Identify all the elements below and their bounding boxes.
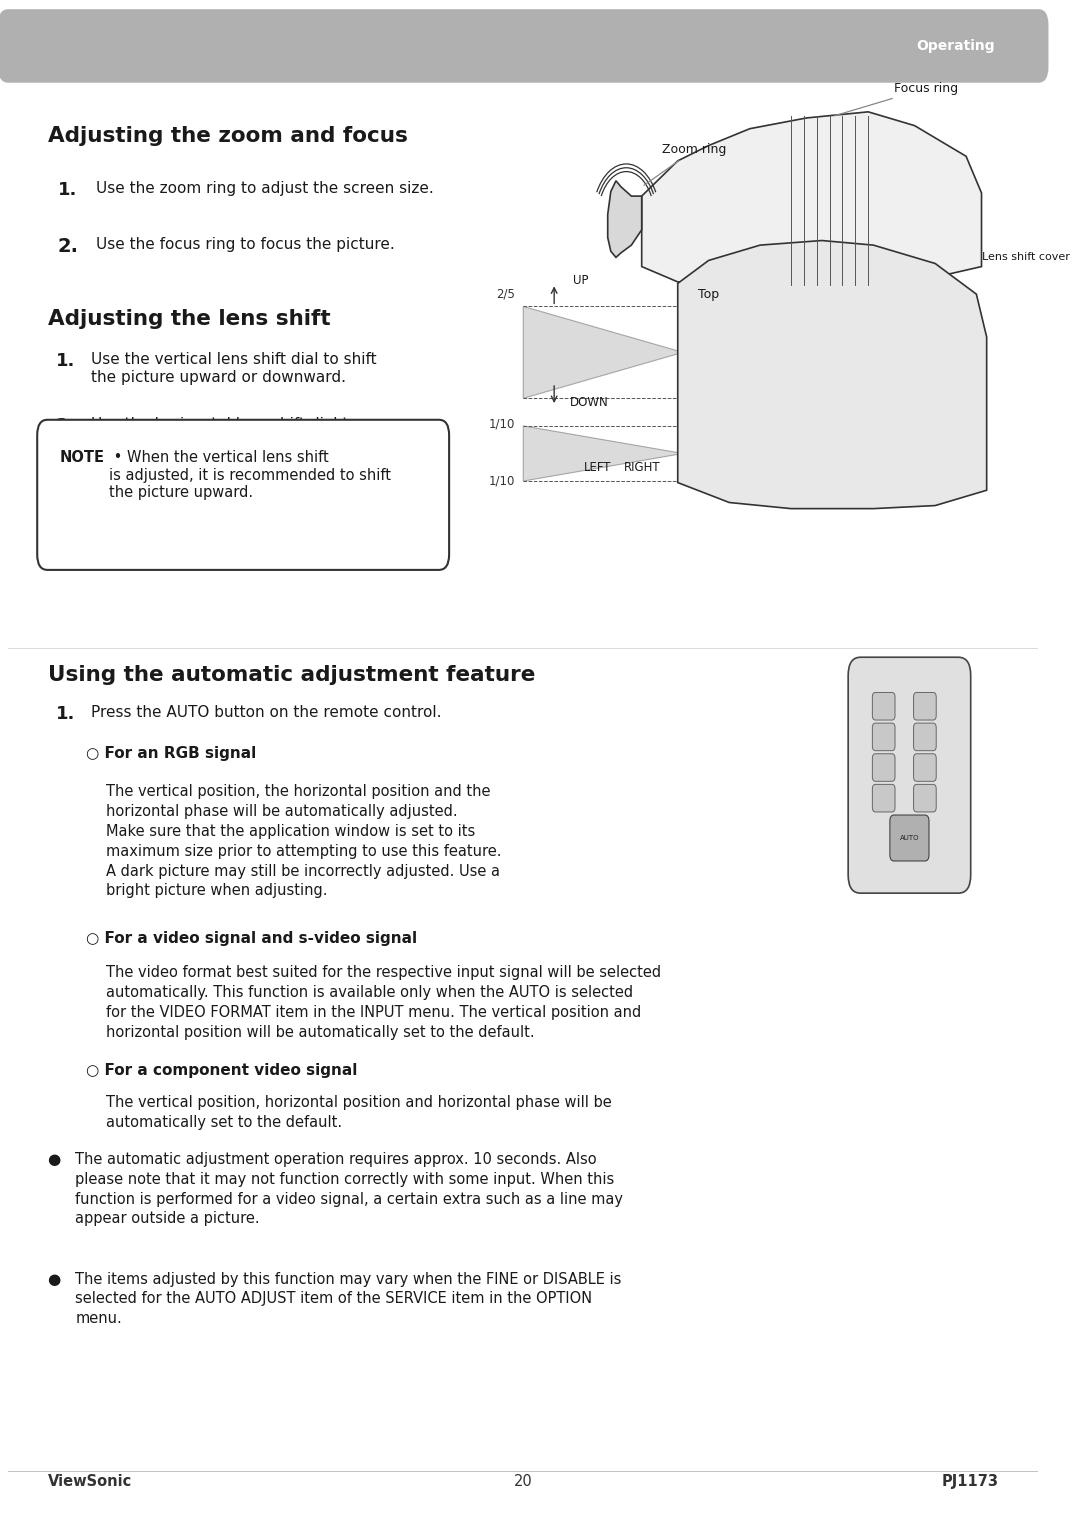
Text: The vertical position, horizontal position and horizontal phase will be
automati: The vertical position, horizontal positi… [106, 1095, 612, 1131]
Text: Use the focus ring to focus the picture.: Use the focus ring to focus the picture. [96, 237, 394, 253]
Text: Zoom ring: Zoom ring [644, 142, 727, 185]
Text: Top: Top [698, 288, 719, 300]
Text: The vertical position, the horizontal position and the
horizontal phase will be : The vertical position, the horizontal po… [106, 784, 502, 898]
Text: Use the vertical lens shift dial to shift
the picture upward or downward.: Use the vertical lens shift dial to shif… [91, 352, 376, 385]
FancyBboxPatch shape [873, 723, 895, 751]
Text: Press the AUTO button on the remote control.: Press the AUTO button on the remote cont… [91, 705, 442, 720]
Text: DOWN: DOWN [569, 397, 608, 409]
FancyBboxPatch shape [914, 723, 936, 751]
Text: 1.: 1. [56, 705, 76, 723]
Text: LEFT: LEFT [584, 461, 612, 473]
FancyBboxPatch shape [873, 784, 895, 812]
Text: ○ For a video signal and s-video signal: ○ For a video signal and s-video signal [85, 931, 417, 947]
FancyBboxPatch shape [37, 420, 449, 570]
Text: 2.: 2. [56, 417, 76, 435]
Text: • When the vertical lens shift
is adjusted, it is recommended to shift
the pictu: • When the vertical lens shift is adjust… [109, 450, 391, 501]
Polygon shape [642, 112, 982, 286]
Text: The items adjusted by this function may vary when the FINE or DISABLE is
selecte: The items adjusted by this function may … [76, 1272, 622, 1327]
Text: The automatic adjustment operation requires approx. 10 seconds. Also
please note: The automatic adjustment operation requi… [76, 1152, 623, 1227]
Text: 1.: 1. [58, 181, 77, 199]
Text: NOTE: NOTE [59, 450, 105, 466]
Text: Operating: Operating [916, 38, 995, 54]
Text: ●: ● [48, 1152, 60, 1167]
FancyBboxPatch shape [873, 754, 895, 781]
Text: UP: UP [572, 274, 589, 286]
Polygon shape [524, 426, 683, 481]
Text: Using the automatic adjustment feature: Using the automatic adjustment feature [48, 665, 535, 685]
Text: 1/10: 1/10 [488, 475, 515, 487]
FancyBboxPatch shape [873, 692, 895, 720]
Text: Adjusting the lens shift: Adjusting the lens shift [48, 309, 330, 329]
Text: ViewSonic: ViewSonic [48, 1474, 132, 1489]
Text: ●: ● [48, 1272, 60, 1287]
Text: Lens shift cover: Lens shift cover [982, 253, 1069, 262]
Polygon shape [678, 241, 987, 509]
Text: 20: 20 [514, 1474, 532, 1489]
Text: Use the zoom ring to adjust the screen size.: Use the zoom ring to adjust the screen s… [96, 181, 434, 196]
Text: 1/10: 1/10 [488, 418, 515, 430]
Text: ○ For an RGB signal: ○ For an RGB signal [85, 746, 256, 761]
FancyBboxPatch shape [914, 754, 936, 781]
FancyBboxPatch shape [890, 815, 929, 861]
Text: The video format best suited for the respective input signal will be selected
au: The video format best suited for the res… [106, 965, 661, 1040]
Text: 1.: 1. [56, 352, 76, 371]
Polygon shape [608, 181, 642, 257]
Text: RIGHT: RIGHT [624, 461, 661, 473]
Text: 2/5: 2/5 [496, 288, 515, 300]
FancyBboxPatch shape [914, 784, 936, 812]
FancyBboxPatch shape [914, 692, 936, 720]
Text: AUTO: AUTO [900, 835, 919, 841]
Text: PJ1173: PJ1173 [942, 1474, 999, 1489]
Text: ○ For a component video signal: ○ For a component video signal [85, 1063, 357, 1079]
FancyBboxPatch shape [848, 657, 971, 893]
Text: 2.: 2. [58, 237, 79, 256]
Text: Adjusting the zoom and focus: Adjusting the zoom and focus [48, 126, 407, 146]
Text: Use the horizontal lens shift dial to
shift the picture left or right.: Use the horizontal lens shift dial to sh… [91, 417, 357, 449]
Polygon shape [524, 306, 683, 398]
Text: Focus ring: Focus ring [835, 81, 958, 115]
FancyBboxPatch shape [0, 9, 1049, 83]
